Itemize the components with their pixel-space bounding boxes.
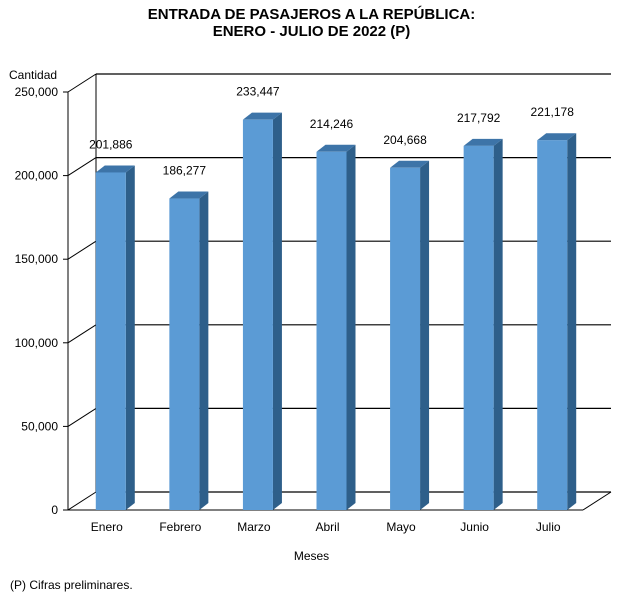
chart-title: ENTRADA DE PASAJEROS A LA REPÚBLICA: <box>147 6 476 23</box>
y-tick-label: 150,000 <box>15 252 59 266</box>
value-label: 217,792 <box>457 111 501 125</box>
x-tick-label: Abril <box>315 520 339 534</box>
gridline-depth <box>67 240 97 260</box>
bar-side <box>567 133 577 511</box>
bar-front <box>242 119 273 511</box>
bar-front <box>169 198 200 510</box>
chart-title-block: ENTRADA DE PASAJEROS A LA REPÚBLICA: ENE… <box>0 6 623 40</box>
bar-front <box>390 167 421 510</box>
bar-top <box>390 160 430 168</box>
bar <box>242 112 282 511</box>
bar-front <box>95 172 126 511</box>
chart-subtitle: ENERO - JULIO DE 2022 (P) <box>212 23 411 40</box>
bar-side <box>493 138 503 510</box>
value-label: 204,668 <box>383 133 427 147</box>
value-label: 186,277 <box>163 164 207 178</box>
bar-front <box>316 151 347 510</box>
x-tick-label: Junio <box>460 520 489 534</box>
bar-front <box>463 145 494 510</box>
y-axis-label: Cantidad <box>9 68 58 82</box>
y-tick-label: 200,000 <box>15 169 59 183</box>
y-tick-labels: 0 50,000 100,000 150,000 200,000 250,000 <box>15 85 59 517</box>
bar <box>95 165 135 511</box>
bar-side <box>199 191 209 510</box>
x-tick-label: Enero <box>91 520 123 534</box>
gridline-depth <box>67 324 97 344</box>
bar-side <box>125 165 135 511</box>
gridline-depth <box>67 491 97 511</box>
bar-top <box>537 133 577 141</box>
x-tick-label: Mayo <box>386 520 416 534</box>
bar <box>390 160 430 510</box>
bar-side <box>346 144 356 510</box>
gridline-depth <box>67 407 97 427</box>
gridline-depth <box>67 73 97 93</box>
y-tick-label: 250,000 <box>15 85 59 99</box>
bar-top <box>463 138 503 146</box>
bar <box>316 144 356 510</box>
bar-top <box>316 144 356 152</box>
floor-edge <box>582 491 612 511</box>
gridline-depth <box>67 157 97 177</box>
bar <box>537 133 577 511</box>
footnote: (P) Cifras preliminares. <box>10 578 133 592</box>
value-labels: 201,886 186,277 233,447 214,246 204,668 217,7… <box>89 85 574 178</box>
value-label: 201,886 <box>89 137 133 151</box>
bar-top <box>169 191 209 199</box>
x-tick-labels: Enero Febrero Marzo Abril Mayo Junio Julio <box>91 520 561 534</box>
x-tick-label: Febrero <box>159 520 201 534</box>
value-label: 233,447 <box>236 85 280 99</box>
y-tick-label: 0 <box>51 503 58 517</box>
bar-side <box>420 160 430 510</box>
bars <box>95 112 577 511</box>
bar-side <box>272 112 282 511</box>
value-label: 214,246 <box>310 117 354 131</box>
bar <box>463 138 503 510</box>
value-label: 221,178 <box>531 105 575 119</box>
bar <box>169 191 209 510</box>
y-tick-label: 100,000 <box>15 336 59 350</box>
bar-top <box>95 165 135 173</box>
y-tick-label: 50,000 <box>21 419 58 433</box>
x-tick-label: Julio <box>536 520 561 534</box>
bar-top <box>242 112 282 120</box>
x-axis-label: Meses <box>293 549 330 563</box>
bar-front <box>537 140 568 511</box>
x-tick-label: Marzo <box>237 520 271 534</box>
